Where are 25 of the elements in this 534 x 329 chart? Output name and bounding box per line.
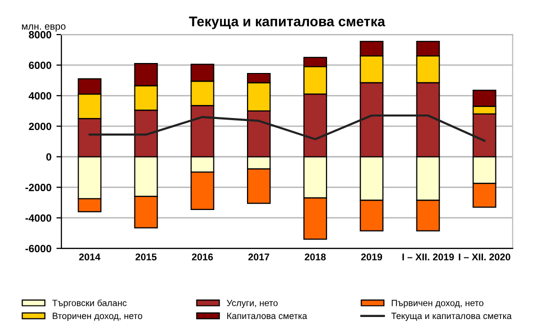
x-tick-label: 2014 — [79, 254, 100, 260]
x-tick-label: 2018 — [304, 254, 326, 260]
legend-label: Услуги, нето — [226, 300, 278, 308]
y-tick-label: 6000 — [28, 62, 52, 69]
y-tick-label: 4000 — [28, 92, 52, 100]
y-tick-label: -4000 — [25, 214, 52, 222]
x-tick-label: I – XII. 2020 — [458, 254, 510, 260]
x-tick-label: 2019 — [361, 254, 382, 260]
x-tick-label: 2016 — [192, 254, 213, 260]
legend-label: Търговски баланс — [52, 299, 127, 308]
legend-label: Първичен доход, нето — [392, 300, 484, 308]
y-tick-label: 8000 — [28, 31, 52, 38]
legend-label: Текуща и капиталова сметка — [391, 312, 512, 321]
x-tick-label: 2017 — [248, 254, 270, 260]
legend-label: Вторичен доход, нето — [52, 312, 142, 321]
line-series — [88, 114, 486, 142]
y-tick-label: -2000 — [25, 184, 52, 192]
legend-label: Капиталова сметка — [227, 312, 308, 320]
x-tick-label: 2015 — [136, 254, 157, 260]
chart-title: Текуща и капиталова сметка — [189, 16, 386, 30]
y-tick-label: -6000 — [25, 244, 52, 252]
y-tick-label: 2000 — [28, 122, 52, 130]
y-tick-label: 0 — [46, 153, 52, 161]
x-tick-label: I – XII. 2019 — [402, 254, 454, 260]
y-axis-title: млн. евро — [22, 24, 66, 32]
